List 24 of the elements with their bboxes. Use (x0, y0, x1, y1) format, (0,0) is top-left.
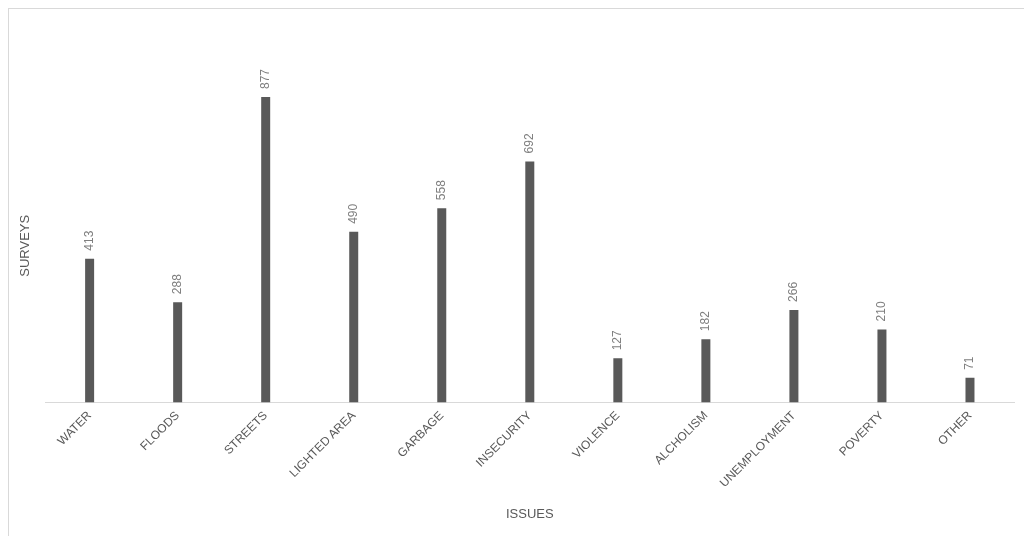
bar (437, 208, 447, 403)
bar (349, 231, 359, 403)
bar (877, 329, 887, 403)
y-axis-title: SURVEYS (17, 214, 33, 277)
data-label: 182 (698, 310, 713, 332)
bar (613, 358, 623, 403)
bar (525, 161, 535, 403)
bar (261, 97, 271, 403)
x-axis-title: ISSUES (505, 505, 554, 521)
data-label: 877 (258, 68, 272, 90)
data-label: 558 (434, 179, 449, 201)
data-label: 490 (346, 203, 361, 224)
bar (789, 309, 799, 403)
data-label: 288 (169, 273, 184, 295)
bar (85, 258, 95, 403)
data-label: 413 (81, 230, 96, 251)
data-label: 692 (522, 133, 537, 154)
data-label: 266 (786, 281, 801, 302)
bar (173, 302, 183, 403)
data-label: 71 (962, 356, 977, 370)
data-label: 127 (610, 329, 625, 351)
data-label: 210 (874, 301, 889, 322)
bar (965, 377, 975, 403)
bar (701, 339, 711, 403)
